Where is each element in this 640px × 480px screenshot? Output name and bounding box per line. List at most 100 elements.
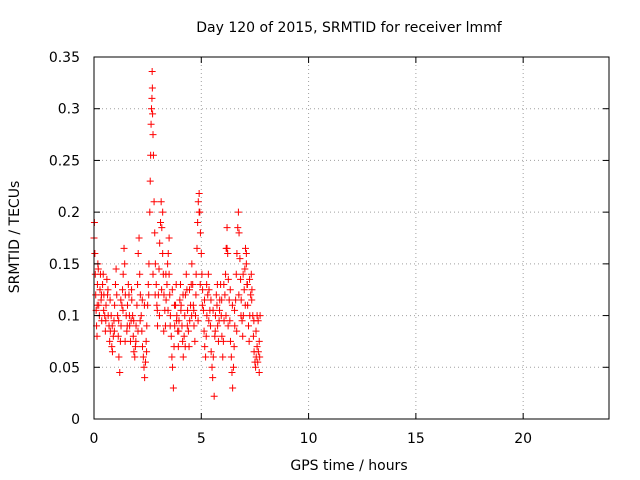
data-point	[136, 270, 144, 278]
data-point	[108, 322, 116, 330]
data-point	[194, 198, 202, 206]
data-point	[249, 332, 257, 340]
data-point	[201, 296, 209, 304]
data-point	[234, 224, 242, 232]
data-point	[158, 286, 166, 294]
data-point	[196, 229, 204, 237]
data-point	[175, 327, 183, 335]
data-point	[240, 286, 248, 294]
data-point	[177, 306, 185, 314]
data-point	[143, 322, 151, 330]
data-point	[213, 301, 221, 309]
data-point	[241, 265, 249, 273]
y-tick-label: 0.05	[49, 360, 80, 376]
data-point	[256, 353, 264, 361]
data-point	[237, 275, 245, 283]
data-point	[149, 151, 157, 159]
data-point	[106, 296, 114, 304]
data-point	[233, 327, 241, 335]
data-point	[102, 301, 110, 309]
data-point	[245, 337, 253, 345]
data-point	[158, 224, 166, 232]
data-point	[250, 317, 258, 325]
data-point	[170, 301, 178, 309]
data-point	[99, 270, 107, 278]
data-point	[148, 94, 156, 102]
y-tick-labels: 0 0.05 0.1 0.15 0.2 0.25 0.3 0.35	[49, 50, 80, 428]
data-point	[110, 327, 118, 335]
data-point	[129, 332, 137, 340]
data-point	[104, 286, 112, 294]
data-point	[208, 363, 216, 371]
data-point	[130, 317, 138, 325]
data-point	[138, 343, 146, 351]
data-point	[199, 306, 207, 314]
data-point	[221, 291, 229, 299]
data-point	[157, 198, 165, 206]
data-point	[163, 281, 171, 289]
data-point	[214, 322, 222, 330]
x-tick-label: 5	[197, 431, 206, 447]
data-point	[242, 250, 250, 258]
data-point	[159, 208, 167, 216]
data-point	[237, 296, 245, 304]
data-point	[199, 286, 207, 294]
data-point	[194, 317, 202, 325]
data-point	[111, 301, 119, 309]
data-point	[169, 363, 177, 371]
data-point	[219, 337, 227, 345]
data-point	[226, 286, 234, 294]
data-point	[231, 322, 239, 330]
data-point	[150, 198, 158, 206]
data-point	[222, 270, 230, 278]
data-point	[198, 301, 206, 309]
data-point	[235, 291, 243, 299]
data-point	[93, 301, 101, 309]
data-point	[252, 327, 260, 335]
data-point	[204, 291, 212, 299]
data-point	[119, 306, 127, 314]
data-point	[180, 332, 188, 340]
data-point	[149, 110, 157, 118]
data-point	[133, 301, 141, 309]
data-point	[94, 265, 102, 273]
data-point	[211, 327, 219, 335]
data-point	[140, 363, 148, 371]
grid	[94, 57, 609, 419]
data-point	[225, 296, 233, 304]
data-point	[148, 67, 156, 75]
data-point	[157, 218, 165, 226]
data-point	[155, 312, 163, 320]
x-tick-label: 0	[90, 431, 99, 447]
data-point	[143, 348, 151, 356]
data-point	[91, 250, 99, 258]
data-point	[166, 291, 174, 299]
y-tick-label: 0	[71, 412, 80, 428]
data-point	[128, 296, 136, 304]
data-point	[148, 84, 156, 92]
data-point	[235, 229, 243, 237]
data-point	[166, 312, 174, 320]
data-point	[189, 281, 197, 289]
data-point	[232, 270, 240, 278]
data-point	[239, 270, 247, 278]
data-point	[138, 296, 146, 304]
data-point	[108, 343, 116, 351]
data-points	[90, 67, 264, 400]
data-point	[218, 296, 226, 304]
data-point	[131, 353, 139, 361]
data-point	[188, 312, 196, 320]
data-point	[93, 332, 101, 340]
y-axis-label: SRMTID / TECUs	[7, 181, 23, 294]
data-point	[128, 286, 136, 294]
data-point	[164, 306, 172, 314]
data-point	[237, 312, 245, 320]
data-point	[123, 322, 131, 330]
data-point	[136, 291, 144, 299]
data-point	[107, 312, 115, 320]
data-point	[100, 306, 108, 314]
data-point	[184, 327, 192, 335]
data-point	[162, 270, 170, 278]
data-point	[144, 281, 152, 289]
